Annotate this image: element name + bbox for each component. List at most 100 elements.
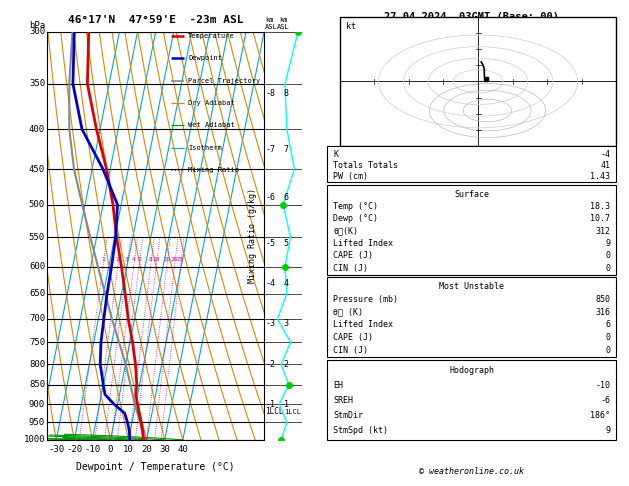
Text: 650: 650 — [29, 289, 45, 298]
Text: 1000: 1000 — [23, 435, 45, 444]
Text: -10: -10 — [84, 445, 101, 454]
Text: 750: 750 — [29, 338, 45, 347]
Bar — [327, 360, 616, 440]
Text: -6: -6 — [265, 193, 276, 203]
Text: 9: 9 — [605, 239, 610, 248]
Text: 300: 300 — [29, 27, 45, 36]
Text: km
ASL: km ASL — [265, 17, 278, 30]
Text: 10.7: 10.7 — [590, 214, 610, 223]
Text: -20: -20 — [66, 445, 82, 454]
Text: 20: 20 — [170, 257, 178, 262]
Text: 4: 4 — [284, 278, 289, 288]
Text: θᴇ (K): θᴇ (K) — [333, 308, 364, 316]
Text: Lifted Index: Lifted Index — [333, 320, 393, 330]
Text: PW (cm): PW (cm) — [333, 173, 369, 181]
Text: -4: -4 — [265, 278, 276, 288]
Text: Hodograph: Hodograph — [449, 365, 494, 375]
Text: 800: 800 — [29, 360, 45, 369]
Text: Most Unstable: Most Unstable — [439, 282, 504, 291]
Text: 6: 6 — [284, 193, 289, 203]
Text: Temperature: Temperature — [188, 33, 235, 39]
Text: Dry Adiabat: Dry Adiabat — [188, 100, 235, 106]
Text: CIN (J): CIN (J) — [333, 263, 369, 273]
Text: 1LCL: 1LCL — [265, 407, 284, 416]
Bar — [327, 277, 616, 357]
Text: 8: 8 — [284, 89, 289, 98]
Text: 316: 316 — [595, 308, 610, 316]
Text: Isotherm: Isotherm — [188, 145, 222, 151]
Text: 600: 600 — [29, 262, 45, 271]
Text: 30: 30 — [159, 445, 170, 454]
Text: 350: 350 — [29, 79, 45, 88]
Text: 1LCL: 1LCL — [284, 409, 301, 415]
Text: 9: 9 — [605, 426, 610, 435]
Text: km
ASL: km ASL — [277, 17, 289, 30]
Text: 550: 550 — [29, 233, 45, 242]
Text: Dewpoint / Temperature (°C): Dewpoint / Temperature (°C) — [76, 462, 235, 472]
Text: 8: 8 — [148, 257, 152, 262]
Text: 312: 312 — [595, 226, 610, 236]
Text: -8: -8 — [265, 89, 276, 98]
Text: hPa: hPa — [29, 20, 45, 30]
Text: Dewpoint: Dewpoint — [188, 55, 222, 61]
Text: 4: 4 — [132, 257, 135, 262]
Text: 10: 10 — [152, 257, 160, 262]
Text: 850: 850 — [595, 295, 610, 304]
Text: 1.43: 1.43 — [590, 173, 610, 181]
Text: 18.3: 18.3 — [590, 202, 610, 211]
Text: © weatheronline.co.uk: © weatheronline.co.uk — [420, 467, 524, 476]
Text: 20: 20 — [142, 445, 152, 454]
Text: StmSpd (kt): StmSpd (kt) — [333, 426, 388, 435]
Text: CAPE (J): CAPE (J) — [333, 333, 374, 342]
Text: 6: 6 — [605, 320, 610, 330]
Text: Mixing Ratio: Mixing Ratio — [188, 167, 239, 174]
Text: -5: -5 — [265, 239, 276, 248]
Text: 0: 0 — [605, 263, 610, 273]
Text: 900: 900 — [29, 399, 45, 409]
Text: 10: 10 — [123, 445, 134, 454]
Text: StmDir: StmDir — [333, 411, 364, 420]
Text: kt: kt — [346, 22, 356, 31]
Text: -2: -2 — [265, 360, 276, 369]
Text: 2: 2 — [284, 360, 289, 369]
Text: Dewp (°C): Dewp (°C) — [333, 214, 379, 223]
Text: 0: 0 — [605, 251, 610, 260]
Text: EH: EH — [333, 381, 343, 390]
Text: -7: -7 — [265, 145, 276, 154]
Text: 950: 950 — [29, 418, 45, 427]
Bar — [340, 17, 616, 146]
Text: 450: 450 — [29, 165, 45, 174]
Text: Parcel Trajectory: Parcel Trajectory — [188, 78, 260, 84]
Text: CAPE (J): CAPE (J) — [333, 251, 374, 260]
Text: 46°17'N  47°59'E  -23m ASL: 46°17'N 47°59'E -23m ASL — [68, 16, 243, 25]
Text: 5: 5 — [284, 239, 289, 248]
Text: Wet Adiabat: Wet Adiabat — [188, 122, 235, 128]
Text: 500: 500 — [29, 200, 45, 209]
Text: 3: 3 — [125, 257, 129, 262]
Text: θᴇ(K): θᴇ(K) — [333, 226, 359, 236]
Text: 1: 1 — [284, 399, 289, 409]
Bar — [327, 146, 616, 182]
Bar — [327, 185, 616, 275]
Text: -1: -1 — [265, 399, 276, 409]
Text: -6: -6 — [600, 396, 610, 405]
Text: 0: 0 — [605, 346, 610, 355]
Text: Pressure (mb): Pressure (mb) — [333, 295, 398, 304]
Text: 3: 3 — [284, 319, 289, 328]
Text: 0: 0 — [108, 445, 113, 454]
Text: Mixing Ratio (g/kg): Mixing Ratio (g/kg) — [248, 188, 257, 283]
Text: 186°: 186° — [590, 411, 610, 420]
Text: 1: 1 — [101, 257, 105, 262]
Text: -30: -30 — [48, 445, 64, 454]
Text: 400: 400 — [29, 124, 45, 134]
Text: 5: 5 — [137, 257, 141, 262]
Text: Lifted Index: Lifted Index — [333, 239, 393, 248]
Text: -3: -3 — [265, 319, 276, 328]
Text: Totals Totals: Totals Totals — [333, 161, 398, 170]
Text: 2: 2 — [116, 257, 120, 262]
Text: 850: 850 — [29, 380, 45, 389]
Text: Temp (°C): Temp (°C) — [333, 202, 379, 211]
Text: 7: 7 — [284, 145, 289, 154]
Text: CIN (J): CIN (J) — [333, 346, 369, 355]
Text: 40: 40 — [177, 445, 188, 454]
